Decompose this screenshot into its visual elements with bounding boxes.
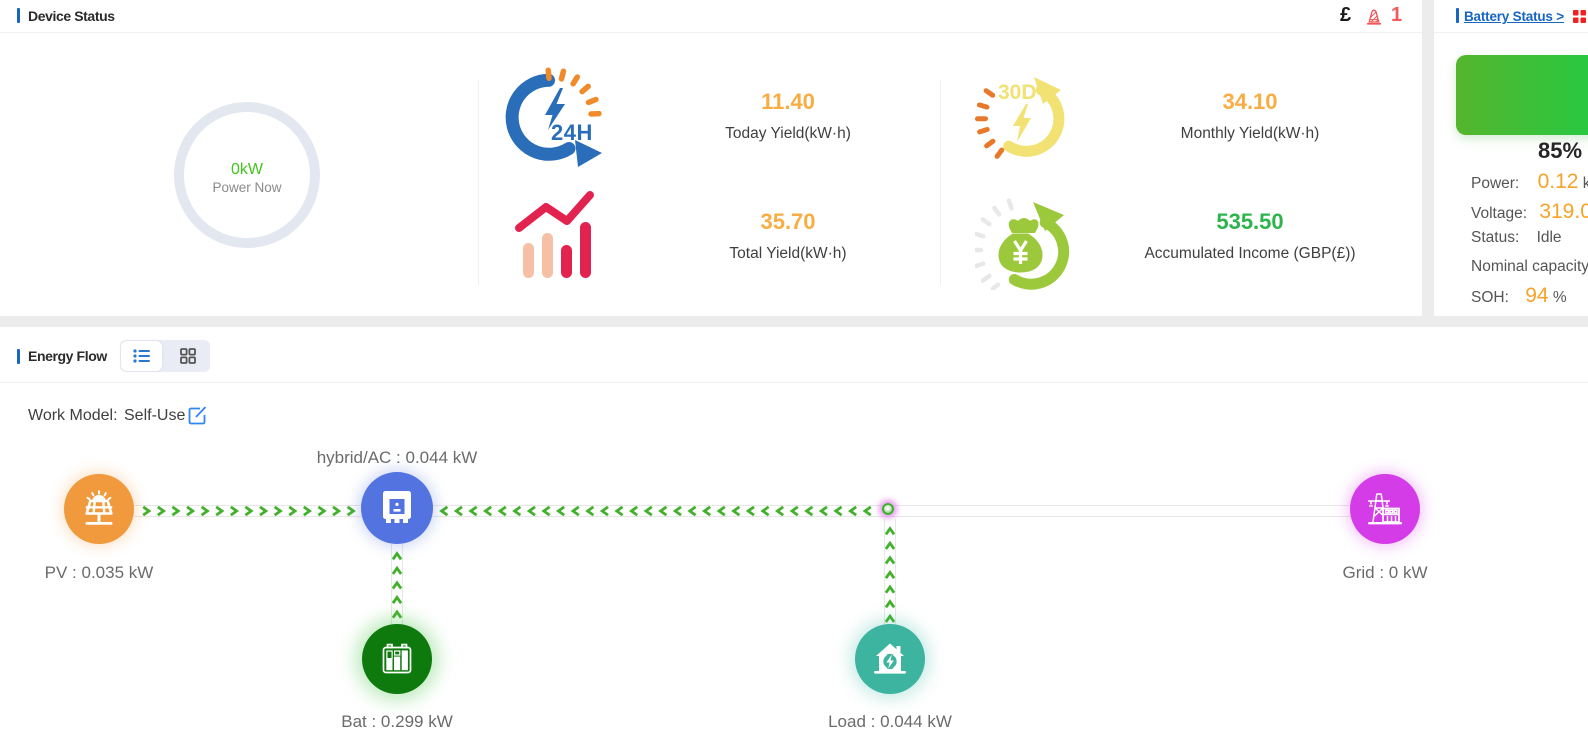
svg-text:30D: 30D <box>998 81 1037 104</box>
svg-text:24H: 24H <box>551 120 593 145</box>
